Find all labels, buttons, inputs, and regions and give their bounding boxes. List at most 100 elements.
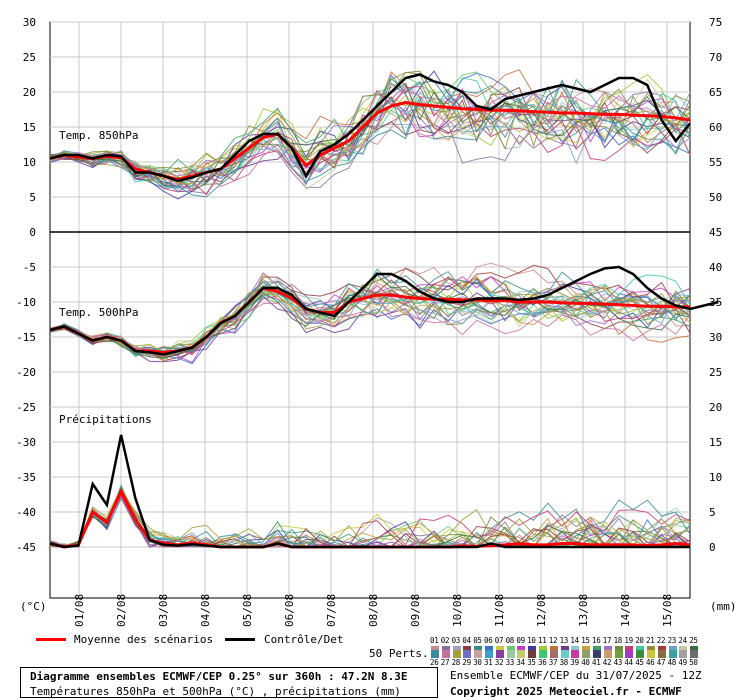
pert-number: 04 bbox=[462, 636, 471, 645]
pert-number: 47 bbox=[656, 658, 666, 667]
ensemble-member-line bbox=[49, 71, 691, 188]
left-axis-tick: -15 bbox=[16, 331, 36, 344]
pert-swatch bbox=[657, 650, 666, 658]
ensemble-member-line bbox=[49, 283, 691, 355]
right-axis-tick: 75 bbox=[709, 16, 722, 29]
right-unit-label: (mm) bbox=[710, 600, 737, 613]
pert-swatch bbox=[690, 650, 699, 658]
pert-swatch bbox=[614, 650, 623, 658]
date-tick: 03/08 bbox=[157, 594, 170, 627]
pert-number: 05 bbox=[473, 636, 482, 645]
pert-number: 34 bbox=[516, 658, 525, 667]
pert-swatch bbox=[539, 650, 547, 658]
pert-number: 10 bbox=[527, 636, 536, 645]
left-axis-tick: -40 bbox=[16, 506, 36, 519]
pert-number: 22 bbox=[656, 636, 666, 645]
left-axis-tick: 5 bbox=[29, 191, 36, 204]
pert-swatch bbox=[463, 650, 472, 658]
date-tick: 06/08 bbox=[283, 594, 296, 627]
left-axis-tick: -25 bbox=[16, 401, 36, 414]
chart-subtitle: Températures 850hPa et 500hPa (°C) , pré… bbox=[30, 685, 401, 698]
pert-number: 07 bbox=[494, 636, 504, 645]
right-axis-tick: 10 bbox=[709, 471, 722, 484]
pert-swatch bbox=[441, 650, 450, 658]
right-axis-tick: 15 bbox=[709, 436, 722, 449]
pert-number: 31 bbox=[484, 658, 493, 667]
ensemble-member-line bbox=[49, 71, 691, 170]
pert-number: 27 bbox=[440, 658, 450, 667]
pert-number: 38 bbox=[559, 658, 569, 667]
left-axis-tick: -20 bbox=[16, 366, 36, 379]
right-axis-tick: 65 bbox=[709, 86, 722, 99]
ensemble-member-line bbox=[49, 77, 691, 175]
main-series bbox=[49, 73, 719, 549]
ensemble-member-line bbox=[49, 285, 691, 358]
pert-number: 19 bbox=[624, 636, 633, 645]
pert-swatch bbox=[517, 650, 526, 658]
date-tick: 13/08 bbox=[577, 594, 590, 627]
pert-number: 49 bbox=[678, 658, 687, 667]
left-axis-tick: 25 bbox=[23, 51, 36, 64]
control-line-precip bbox=[49, 434, 690, 549]
date-tick: 09/08 bbox=[409, 594, 422, 627]
pert-number: 48 bbox=[667, 658, 677, 667]
t850-panel-label: Temp. 850hPa bbox=[59, 129, 138, 142]
pert-number: 50 bbox=[689, 658, 698, 667]
pert-swatch bbox=[549, 650, 558, 658]
pert-number: 45 bbox=[635, 658, 644, 667]
right-axis-tick: 35 bbox=[709, 296, 722, 309]
left-axis-tick: 0 bbox=[29, 226, 36, 239]
pert-swatch bbox=[495, 650, 504, 658]
right-axis-tick: 0 bbox=[709, 541, 716, 554]
left-axis-tick: -45 bbox=[16, 541, 36, 554]
pert-number: 39 bbox=[570, 658, 579, 667]
pert-number: 30 bbox=[473, 658, 482, 667]
ensemble-chart: 302520151050-5-10-15-20-25-30-35-40-4575… bbox=[16, 16, 737, 627]
pert-number: 08 bbox=[505, 636, 515, 645]
pert-swatch bbox=[668, 650, 677, 658]
pert-number: 46 bbox=[646, 658, 655, 667]
pert-number: 02 bbox=[440, 636, 450, 645]
pert-swatch bbox=[593, 650, 601, 658]
date-tick: 02/08 bbox=[115, 594, 128, 627]
pert-number: 25 bbox=[689, 636, 698, 645]
pert-swatch bbox=[474, 650, 483, 658]
pert-number: 20 bbox=[635, 636, 644, 645]
pert-swatch bbox=[603, 650, 612, 658]
pert-number: 06 bbox=[484, 636, 493, 645]
left-axis-tick: -35 bbox=[16, 471, 36, 484]
pert-number: 03 bbox=[451, 636, 461, 645]
ensemble-member-line bbox=[49, 79, 691, 198]
pert-number: 32 bbox=[494, 658, 504, 667]
run-info: Ensemble ECMWF/CEP du 31/07/2025 - 12Z bbox=[450, 669, 702, 682]
pert-swatch bbox=[571, 650, 580, 658]
pert-swatch bbox=[452, 650, 461, 658]
precip-panel-label: Précipitations bbox=[59, 413, 152, 426]
copyright: Copyright 2025 Meteociel.fr - ECMWF bbox=[450, 685, 682, 698]
pert-number: 26 bbox=[430, 658, 439, 667]
pert-swatch bbox=[647, 650, 655, 658]
left-axis-tick: 10 bbox=[23, 156, 36, 169]
pert-swatch bbox=[625, 650, 634, 658]
right-axis-tick: 5 bbox=[709, 506, 716, 519]
pert-number: 44 bbox=[624, 658, 633, 667]
date-tick: 15/08 bbox=[661, 594, 674, 627]
pert-number: 43 bbox=[613, 658, 623, 667]
pert-number: 41 bbox=[592, 658, 601, 667]
control-line-t500 bbox=[49, 265, 719, 356]
ensemble-member-line bbox=[49, 86, 691, 185]
date-tick: 14/08 bbox=[619, 594, 632, 627]
ensemble-member-line bbox=[49, 492, 691, 548]
left-axis-tick: 20 bbox=[23, 86, 36, 99]
mean-legend-swatch bbox=[36, 638, 66, 641]
left-axis-tick: -30 bbox=[16, 436, 36, 449]
right-axis-tick: 50 bbox=[709, 191, 722, 204]
pert-number: 14 bbox=[570, 636, 579, 645]
date-tick: 11/08 bbox=[493, 594, 506, 627]
date-tick: 04/08 bbox=[199, 594, 212, 627]
pert-number: 24 bbox=[678, 636, 687, 645]
pert-number: 23 bbox=[667, 636, 677, 645]
control-line-t850 bbox=[49, 73, 691, 183]
pert-number: 12 bbox=[548, 636, 558, 645]
date-tick: 07/08 bbox=[325, 594, 338, 627]
